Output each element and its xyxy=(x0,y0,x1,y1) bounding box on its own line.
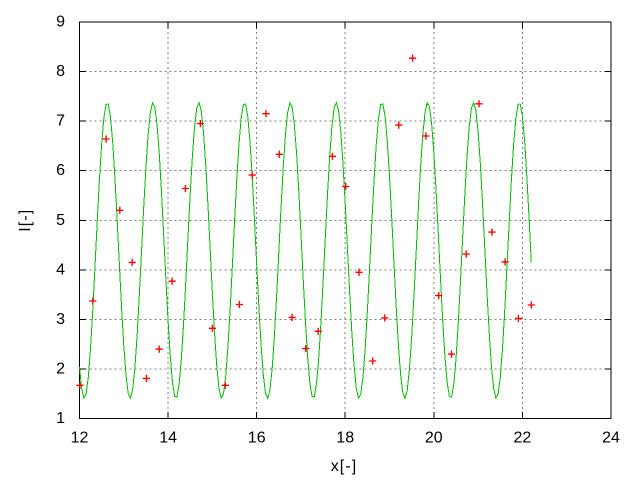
svg-text:24: 24 xyxy=(602,430,620,447)
svg-text:18: 18 xyxy=(336,430,354,447)
svg-text:I[-]: I[-] xyxy=(17,209,34,232)
svg-text:7: 7 xyxy=(56,113,65,130)
svg-text:14: 14 xyxy=(159,430,177,447)
svg-text:5: 5 xyxy=(56,212,65,229)
svg-text:12: 12 xyxy=(71,430,89,447)
svg-text:4: 4 xyxy=(56,261,65,278)
svg-text:1: 1 xyxy=(56,410,65,427)
svg-text:22: 22 xyxy=(514,430,532,447)
svg-text:2: 2 xyxy=(56,360,65,377)
svg-text:6: 6 xyxy=(56,162,65,179)
svg-text:8: 8 xyxy=(56,63,65,80)
svg-text:9: 9 xyxy=(56,14,65,31)
svg-text:x[-]: x[-] xyxy=(331,458,358,475)
svg-text:3: 3 xyxy=(56,311,65,328)
svg-text:16: 16 xyxy=(248,430,266,447)
svg-text:20: 20 xyxy=(425,430,443,447)
